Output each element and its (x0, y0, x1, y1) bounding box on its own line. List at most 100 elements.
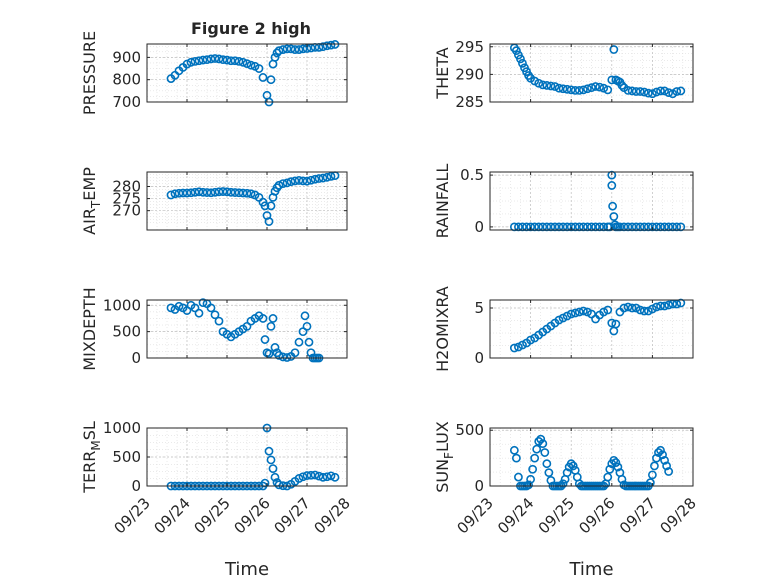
data-point (264, 217, 274, 226)
x-tick-label: 09/26 (575, 494, 618, 537)
series-markers (509, 43, 686, 99)
data-point (542, 81, 552, 90)
data-point (282, 178, 292, 188)
data-point (631, 87, 641, 96)
y-axis-label-main: AIR (80, 208, 99, 235)
data-point (234, 188, 244, 198)
data-point (326, 40, 336, 50)
data-point (603, 305, 613, 315)
data-point (660, 86, 669, 96)
data-point (194, 56, 204, 66)
data-point (166, 303, 176, 313)
data-point (639, 87, 649, 97)
data-point (274, 180, 284, 190)
data-point (302, 321, 312, 331)
data-point (186, 57, 196, 67)
data-point (270, 52, 280, 62)
data-point (619, 303, 629, 313)
data-point (611, 458, 621, 467)
data-point (524, 480, 533, 490)
data-point (658, 450, 667, 460)
data-point (190, 187, 200, 197)
data-point (676, 86, 686, 96)
data-point (546, 476, 556, 485)
y-axis-label-rest: EMP (80, 167, 99, 201)
data-point (198, 55, 208, 65)
data-point (648, 470, 657, 480)
data-point (260, 201, 270, 211)
data-point (210, 310, 220, 320)
data-point (544, 468, 554, 478)
data-point (532, 444, 542, 454)
data-point (260, 335, 270, 344)
data-point (242, 59, 252, 69)
data-point (206, 303, 216, 313)
data-point (286, 44, 296, 54)
data-point (566, 309, 576, 319)
data-point (672, 87, 682, 96)
data-point (194, 308, 204, 318)
y-tick-label: 285 (455, 93, 484, 111)
data-point (607, 75, 617, 85)
data-point (558, 84, 568, 94)
data-point (266, 455, 276, 465)
y-axis-label-subscript: F (442, 452, 456, 459)
data-point (664, 300, 674, 310)
data-point (656, 301, 665, 311)
data-point (664, 467, 674, 476)
data-point (264, 446, 274, 456)
data-point (304, 337, 314, 347)
data-point (318, 472, 328, 482)
subplot-6: 0 5 H2OMIXRA (433, 286, 694, 372)
axes-box (489, 171, 694, 231)
y-tick-label: 0 (474, 349, 484, 367)
y-tick-label: 275 (112, 190, 141, 208)
data-point (274, 480, 284, 490)
data-point (558, 479, 568, 489)
data-point (516, 54, 525, 64)
x-tick-label: 09/27 (616, 494, 659, 537)
data-point (290, 45, 300, 54)
data-point (302, 176, 312, 186)
data-point (611, 319, 621, 329)
series-markers (166, 40, 340, 107)
data-point (613, 462, 623, 472)
data-point (566, 85, 576, 95)
data-point (218, 55, 228, 65)
data-point (272, 183, 282, 193)
data-point (546, 81, 556, 91)
y-axis-label-main: TERR (80, 451, 99, 494)
y-tick-label: 0 (474, 477, 484, 495)
data-point (623, 86, 633, 95)
data-point (214, 54, 224, 64)
data-point (627, 303, 637, 313)
data-point (518, 58, 527, 68)
data-point (330, 472, 340, 482)
data-point (660, 455, 669, 465)
data-point (509, 445, 519, 455)
data-point (170, 189, 180, 199)
axes-box (489, 427, 694, 487)
data-point (298, 44, 308, 54)
data-point (210, 54, 220, 63)
data-point (578, 306, 588, 316)
data-point (268, 314, 278, 323)
data-point (570, 86, 580, 95)
y-tick-label: 900 (112, 48, 141, 66)
data-point (643, 88, 653, 98)
axes-box (489, 299, 694, 359)
data-point (660, 301, 669, 311)
data-point (538, 439, 548, 449)
data-point (198, 187, 208, 197)
data-point (536, 434, 546, 444)
data-point (270, 472, 280, 482)
data-point (306, 175, 316, 185)
y-axis-label-rest: SL (80, 421, 99, 440)
data-point (511, 453, 521, 463)
y-tick-label: 1000 (103, 296, 141, 314)
data-point (218, 187, 228, 196)
data-point (294, 474, 304, 483)
